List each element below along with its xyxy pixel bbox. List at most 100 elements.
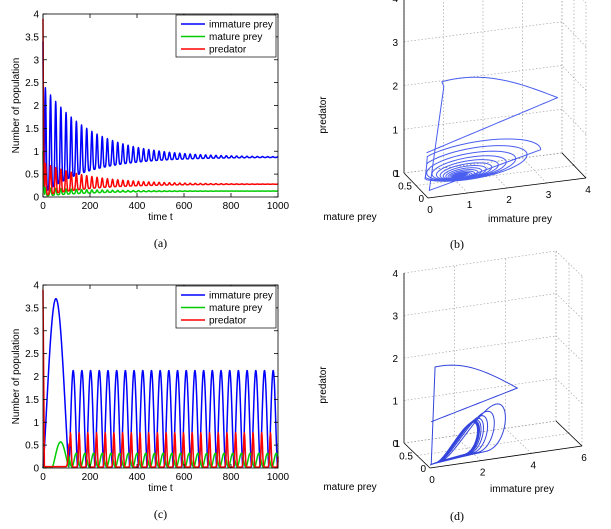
x-axis-line — [427, 177, 587, 199]
y-tick-label: 1.5 — [25, 395, 39, 406]
y-tick-label: 1.5 — [25, 124, 39, 135]
plot-panel-b — [403, 0, 587, 199]
z-axis-label: predator — [318, 96, 329, 134]
legend-entry: immature prey — [209, 20, 273, 31]
box-edge — [403, 420, 557, 444]
z-tick-label: 1 — [392, 397, 398, 408]
z-tick-label: 3 — [392, 38, 398, 49]
y-tick-label: 2 — [33, 101, 39, 112]
x-axis-label: time t — [148, 483, 173, 494]
y-tick-label: 3.5 — [25, 32, 39, 43]
grid-line — [403, 108, 563, 130]
x-tick-label: 600 — [176, 472, 193, 483]
z-tick-label: 4 — [392, 269, 398, 280]
z-tick-label: 3 — [392, 312, 398, 323]
panel-caption: (b) — [450, 237, 464, 251]
series-line-predator — [42, 289, 279, 468]
x-axis-label: time t — [148, 212, 173, 223]
x-tick-label: 3 — [546, 190, 552, 201]
z-tick-label: 0 — [392, 439, 398, 450]
y-axis-label: Number of population — [11, 329, 22, 425]
y-tick-label: 2 — [33, 372, 39, 383]
grid-line — [403, 21, 563, 43]
panel-caption: (a) — [154, 236, 167, 250]
x-tick-label: 1000 — [267, 472, 290, 483]
y-tick-label: 0.5 — [25, 441, 39, 452]
series-line-immature-prey — [42, 297, 279, 469]
x-tick-label: 2 — [480, 468, 486, 479]
x-tick-label: 400 — [129, 201, 146, 212]
grid-line — [403, 378, 557, 401]
plot-panel-c — [42, 284, 279, 469]
y-tick-label: 1 — [33, 147, 39, 158]
z-tick-label: 2 — [392, 82, 398, 93]
x-tick-label: 4 — [585, 185, 591, 196]
z-tick-label: 1 — [392, 125, 398, 136]
z-tick-label: 0 — [392, 169, 398, 180]
series-line-mature-prey — [42, 441, 279, 468]
y-tick-label: 4 — [33, 10, 39, 21]
panel-caption: (d) — [450, 509, 464, 523]
x-tick-label: 0 — [429, 475, 435, 486]
y-axis-label: mature prey — [323, 482, 376, 493]
x-tick-label: 2 — [506, 195, 512, 206]
y-axis-line — [403, 172, 429, 199]
x-tick-label: 600 — [176, 201, 193, 212]
x-tick-label: 0 — [40, 201, 46, 212]
x-axis-line — [429, 445, 583, 469]
grid-line — [555, 293, 583, 319]
legend-entry: predator — [209, 45, 247, 56]
z-tick-label: 4 — [392, 0, 398, 5]
series-line-mature-prey — [42, 151, 279, 197]
grid-line — [555, 335, 583, 362]
y-tick-label: 2.5 — [25, 78, 39, 89]
y-tick-label: 1 — [394, 169, 400, 180]
legend-entry: immature prey — [209, 291, 273, 302]
y-tick-label: 0 — [418, 194, 424, 205]
x-tick-label: 0 — [40, 472, 46, 483]
y-tick-label: 2.5 — [25, 349, 39, 360]
x-tick-label: 1000 — [267, 201, 290, 212]
y-tick-label: 0 — [420, 464, 426, 475]
grid-line — [416, 433, 570, 456]
x-axis-label: immature prey — [488, 214, 552, 225]
series-line-predator — [42, 18, 279, 196]
y-tick-label: 0.5 — [398, 182, 412, 193]
trajectory-line — [424, 76, 559, 191]
grid-line — [561, 65, 587, 91]
y-tick-label: 1 — [394, 439, 400, 450]
grid-line — [555, 378, 583, 404]
y-tick-label: 3 — [33, 55, 39, 66]
y-axis-label: Number of population — [11, 58, 22, 154]
grid-line — [403, 250, 557, 274]
y-tick-label: 1 — [33, 418, 39, 429]
y-tick-label: 3.5 — [25, 303, 39, 314]
y-tick-label: 4 — [33, 281, 39, 292]
y-axis-line — [403, 442, 431, 469]
x-tick-label: 400 — [129, 472, 146, 483]
y-tick-label: 0.5 — [25, 170, 39, 181]
box-edge — [555, 420, 583, 447]
legend-entry: predator — [209, 316, 247, 327]
grid-line — [561, 21, 587, 47]
z-axis-label: predator — [318, 366, 329, 404]
grid-line — [403, 293, 557, 316]
x-tick-label: 800 — [223, 201, 240, 212]
grid-line — [555, 250, 583, 277]
y-tick-label: 3 — [33, 326, 39, 337]
x-tick-label: 200 — [82, 201, 99, 212]
x-tick-label: 800 — [223, 472, 240, 483]
x-tick-label: 4 — [531, 460, 537, 471]
y-tick-label: 0 — [33, 464, 39, 475]
grid-line — [522, 157, 547, 184]
panel-caption: (c) — [154, 507, 167, 521]
plot-panel-d — [403, 250, 583, 469]
legend-entry: mature prey — [209, 32, 262, 43]
x-tick-label: 0 — [427, 205, 433, 216]
box-edge — [561, 152, 587, 179]
x-axis-label: immature prey — [490, 484, 554, 495]
grid-line — [561, 109, 587, 135]
legend-entry: mature prey — [209, 303, 262, 314]
x-tick-label: 6 — [581, 453, 587, 464]
